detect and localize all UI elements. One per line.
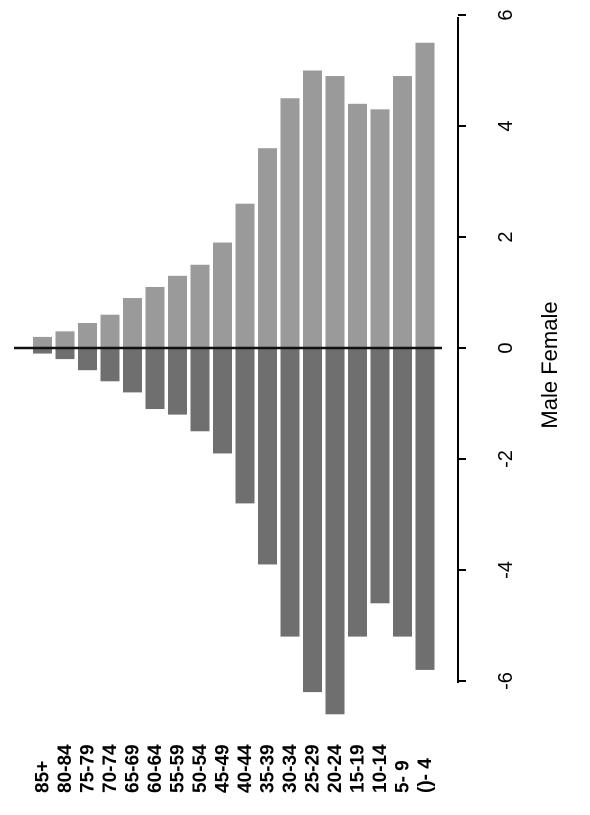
category-label-9: 40-44 (235, 744, 256, 793)
bar-female-6 (168, 275, 187, 348)
tick-label-0: -6 (495, 672, 517, 690)
category-label-1: 80-84 (55, 744, 76, 793)
value-axis-ticks: -6 -4 -2 0 2 4 6 (458, 9, 517, 690)
bar-female-9 (235, 203, 255, 348)
bar-male-5 (145, 348, 165, 410)
bar-female-5 (145, 286, 165, 348)
bar-male-7 (190, 348, 210, 432)
bar-female-15 (370, 109, 390, 348)
bar-female-14 (348, 103, 367, 348)
bar-female-10 (258, 148, 277, 348)
bar-male-17 (415, 348, 435, 670)
bar-male-4 (123, 348, 142, 393)
tick-label-2: -2 (495, 450, 517, 468)
bar-male-0 (33, 348, 52, 354)
category-labels: 85+ 80-84 75-79 70-74 65-69 60-64 55-59 50-54 45… (33, 744, 437, 793)
bar-male-9 (235, 348, 255, 504)
bar-female-3 (100, 314, 120, 348)
tick-label-6: 6 (495, 9, 517, 20)
bar-female-16 (393, 76, 412, 349)
bar-female-12 (303, 70, 322, 348)
bar-female-4 (123, 298, 142, 348)
tick-label-3: 0 (495, 342, 517, 353)
bar-male-16 (393, 348, 412, 637)
category-label-11: 30-34 (280, 744, 301, 793)
bar-male-6 (168, 348, 187, 415)
bar-male-1 (55, 348, 75, 360)
tick-label-4: 2 (495, 231, 517, 242)
category-label-12: 25-29 (303, 744, 324, 793)
category-label-5: 60-64 (145, 744, 166, 793)
category-label-13: 20-24 (325, 744, 346, 793)
value-axis-title: Male Female (537, 301, 562, 428)
bar-male-3 (100, 348, 120, 382)
category-label-16: 5- 9 (393, 760, 414, 793)
bar-female-11 (280, 98, 300, 348)
bar-female-7 (190, 264, 210, 348)
category-label-15: 10-14 (370, 744, 391, 793)
male-bars (33, 348, 435, 715)
bar-female-13 (325, 76, 345, 349)
bar-male-10 (258, 348, 277, 565)
category-label-4: 65-69 (123, 744, 144, 793)
bar-female-17 (415, 42, 435, 348)
category-label-14: 15-19 (348, 744, 369, 793)
bar-male-2 (78, 348, 97, 371)
bar-male-14 (348, 348, 367, 637)
tick-label-1: -4 (495, 561, 517, 579)
category-label-2: 75-79 (78, 744, 99, 793)
tick-label-5: 4 (495, 120, 517, 131)
bar-female-0 (33, 336, 52, 348)
bar-male-11 (280, 348, 300, 637)
category-label-0: 85+ (33, 761, 54, 793)
category-label-7: 50-54 (190, 744, 211, 793)
category-label-17: ()- 4 (415, 758, 436, 793)
female-bars (33, 42, 435, 349)
category-label-6: 55-59 (168, 744, 189, 793)
bar-male-12 (303, 348, 322, 693)
bar-female-8 (213, 242, 232, 348)
bar-male-15 (370, 348, 390, 604)
bar-male-13 (325, 348, 345, 715)
category-label-8: 45-49 (213, 744, 234, 793)
bar-female-2 (78, 323, 97, 348)
category-label-3: 70-74 (100, 744, 121, 793)
category-label-10: 35-39 (258, 744, 279, 793)
bar-male-8 (213, 348, 232, 454)
bar-female-1 (55, 331, 75, 348)
